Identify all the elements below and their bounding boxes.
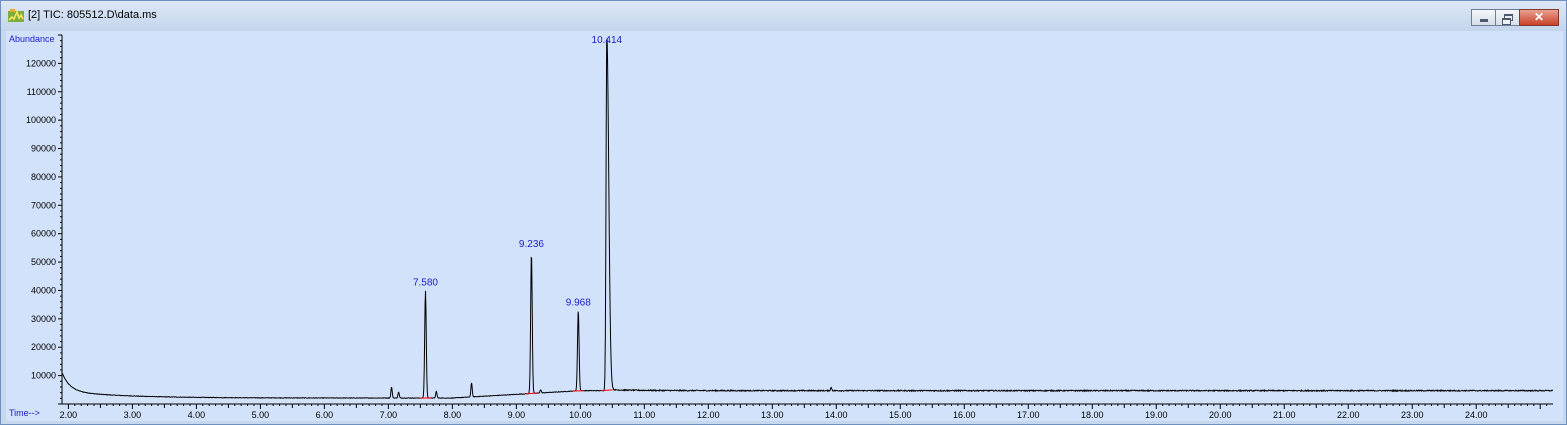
close-icon: ✕ (1533, 10, 1545, 24)
x-tick-label: 22.00 (1337, 410, 1360, 420)
x-tick-label: 17.00 (1017, 410, 1040, 420)
y-tick-label: 90000 (31, 144, 56, 154)
restore-button[interactable] (1495, 9, 1520, 26)
x-tick-label: 5.00 (252, 410, 270, 420)
y-tick-label: 40000 (31, 285, 56, 295)
y-tick-label: 70000 (31, 200, 56, 210)
title-bar[interactable]: [2] TIC: 805512.D\data.ms ✕ (1, 1, 1566, 31)
y-tick-label: 50000 (31, 257, 56, 267)
x-tick-label: 11.00 (633, 410, 655, 420)
x-tick-label: 21.00 (1273, 410, 1296, 420)
x-tick-label: 6.00 (316, 410, 334, 420)
x-tick-label: 3.00 (124, 410, 142, 420)
integration-baseline (525, 392, 538, 395)
y-tick-label: 120000 (26, 58, 56, 68)
peak-label: 7.580 (413, 277, 438, 288)
integration-baseline (601, 389, 613, 392)
close-button[interactable]: ✕ (1519, 9, 1559, 26)
chromatogram-plot[interactable]: 10000 20000 30000 40000 50000 60000 70000 80000… (6, 31, 1563, 421)
window-title: [2] TIC: 805512.D\data.ms (28, 9, 157, 21)
peak-label: 9.968 (566, 297, 591, 308)
peak-label: 10.414 (592, 35, 623, 46)
x-tick-label: 2.00 (60, 410, 78, 420)
x-tick-label: 14.00 (825, 410, 848, 420)
x-tick-label: 13.00 (761, 410, 784, 420)
chromatogram-app-icon (8, 9, 24, 22)
y-tick-label: 80000 (31, 172, 56, 182)
x-axis-label: Time--> (9, 408, 40, 418)
y-tick-label: 60000 (31, 229, 56, 239)
x-tick-label: 12.00 (697, 410, 720, 420)
peak-label: 9.236 (519, 239, 544, 250)
x-tick-label: 23.00 (1401, 410, 1424, 420)
y-tick-label: 30000 (31, 314, 56, 324)
x-tick-label: 7.00 (380, 410, 398, 420)
x-tick-label: 16.00 (953, 410, 976, 420)
x-tick-label: 10.00 (569, 410, 592, 420)
x-tick-label: 15.00 (889, 410, 912, 420)
restore-icon (1502, 14, 1513, 25)
y-tick-label: 10000 (31, 371, 56, 381)
minimize-button[interactable] (1471, 9, 1496, 26)
x-tick-label: 9.00 (508, 410, 526, 420)
x-tick-label: 19.00 (1145, 410, 1168, 420)
y-tick-label: 110000 (27, 87, 56, 97)
y-axis-label: Abundance (9, 34, 55, 44)
chromatogram-chart[interactable]: 10000 20000 30000 40000 50000 60000 70000 80000… (6, 31, 1563, 421)
minimize-icon (1480, 19, 1488, 22)
y-tick-label: 20000 (31, 342, 56, 352)
x-tick-label: 20.00 (1209, 410, 1232, 420)
y-tick-label: 100000 (26, 115, 56, 125)
x-tick-label: 8.00 (444, 410, 462, 420)
x-tick-label: 24.00 (1465, 410, 1488, 420)
x-tick-label: 4.00 (188, 410, 206, 420)
tic-trace (61, 38, 1554, 399)
x-tick-label: 18.00 (1081, 410, 1104, 420)
window-controls: ✕ (1471, 9, 1559, 26)
